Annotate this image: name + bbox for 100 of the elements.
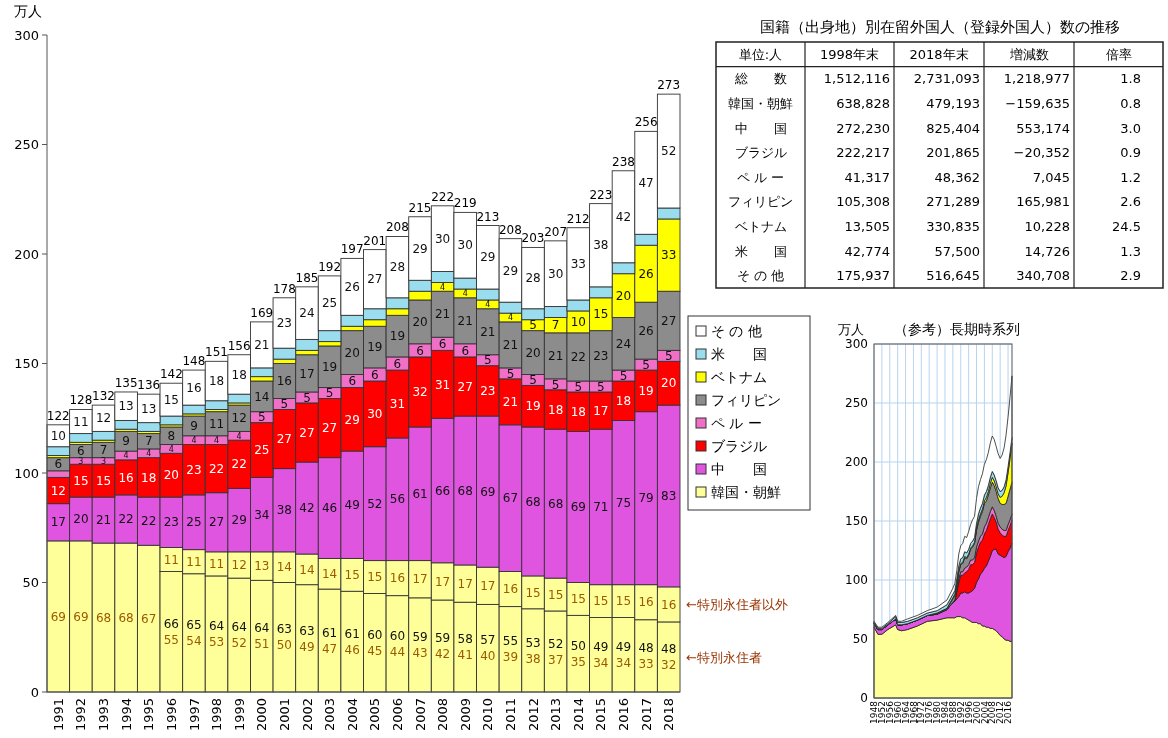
x-tick-label: 2006 xyxy=(389,698,405,732)
data-label: 41 xyxy=(457,648,473,663)
data-label: 7 xyxy=(144,434,153,449)
data-label: 29 xyxy=(231,513,247,528)
data-label: 6 xyxy=(370,367,379,382)
x-tick-label: 2002 xyxy=(299,698,315,732)
category-label: そ の 他 xyxy=(736,268,785,284)
data-label: 34 xyxy=(615,655,632,670)
x-tick-label: 2016 xyxy=(1003,700,1014,724)
data-label: 15 xyxy=(95,473,112,488)
x-tick-label: 1995 xyxy=(141,698,157,732)
data-label: 12 xyxy=(95,411,112,426)
data-label: 34 xyxy=(254,507,270,522)
data-label: 5 xyxy=(506,366,515,381)
x-tick-label: 2008 xyxy=(987,700,998,724)
text: 330,835 xyxy=(926,219,980,235)
data-label: 55 xyxy=(163,632,179,647)
data-label: 40 xyxy=(480,649,496,664)
category-label: 倍率 xyxy=(1105,46,1132,62)
category-label: 総 数 xyxy=(734,71,787,87)
total-label: 169 xyxy=(250,305,274,320)
data-label: 21 xyxy=(434,307,451,322)
data-label: 33 xyxy=(570,257,586,272)
text: −159,635 xyxy=(1005,96,1070,112)
text: 553,174 xyxy=(1016,120,1070,136)
data-label: 20 xyxy=(344,345,360,360)
data-label: 20 xyxy=(615,288,632,303)
data-label: 5 xyxy=(325,386,334,401)
data-label: 23 xyxy=(593,349,609,364)
total-label: 128 xyxy=(69,393,93,408)
text: 105,308 xyxy=(836,194,890,210)
text: 14,726 xyxy=(1024,243,1070,259)
x-tick-label: 2000 xyxy=(254,698,270,732)
data-label: 19 xyxy=(367,340,383,355)
data-label: 49 xyxy=(299,639,315,654)
data-label: 20 xyxy=(412,315,428,330)
data-label: 25 xyxy=(186,515,202,530)
data-label: 23 xyxy=(186,462,202,477)
annotation: 64 xyxy=(231,620,247,635)
category-label: ベトナム xyxy=(734,219,787,235)
annotation: 49 xyxy=(593,639,609,654)
data-label: 19 xyxy=(389,329,406,344)
data-label: 5 xyxy=(529,373,537,388)
data-label: 4 xyxy=(168,444,174,454)
legend-label: ブラジル xyxy=(711,437,767,454)
x-tick-label: 2018 xyxy=(661,698,677,732)
text: 1,218,977 xyxy=(1003,71,1070,87)
x-tick-label: 2004 xyxy=(979,700,990,724)
y-tick-label: 50 xyxy=(852,632,868,647)
text: 2.9 xyxy=(1120,268,1141,284)
data-label: 10 xyxy=(570,315,586,330)
data-label: 27 xyxy=(367,272,383,287)
data-label: 14 xyxy=(254,389,270,404)
data-label: 43 xyxy=(412,646,428,661)
data-label: 20 xyxy=(661,376,677,391)
data-label: 19 xyxy=(638,384,654,399)
text: 24.5 xyxy=(1112,219,1141,235)
text: 48,362 xyxy=(934,169,980,185)
x-tick-label: 2007 xyxy=(412,698,428,732)
data-label: 20 xyxy=(73,512,89,527)
data-label: 17 xyxy=(480,578,496,593)
data-label: 22 xyxy=(208,461,225,476)
annotation: 61 xyxy=(321,625,338,640)
text: 2.6 xyxy=(1120,194,1141,210)
data-label: 15 xyxy=(344,568,360,583)
text: ←特別永住者 xyxy=(686,649,762,665)
data-label: 26 xyxy=(638,266,654,281)
text: 10,228 xyxy=(1024,219,1070,235)
x-tick-label: 2000 xyxy=(971,700,982,724)
data-label: 17 xyxy=(299,366,315,381)
data-label: 68 xyxy=(118,610,134,625)
data-label: 5 xyxy=(257,410,266,425)
data-label: 33 xyxy=(638,657,654,672)
x-tick-label: 1999 xyxy=(231,698,247,732)
data-label: 15 xyxy=(367,570,383,585)
category-label: 韓国・朝鮮 xyxy=(728,96,793,112)
data-label: 22 xyxy=(570,350,586,365)
total-label: 142 xyxy=(159,367,183,382)
text: 272,230 xyxy=(836,120,890,136)
data-label: 31 xyxy=(389,397,406,412)
data-label: 20 xyxy=(163,468,179,483)
legend-label: 韓国・朝鮮 xyxy=(711,483,781,500)
y-tick-label: 250 xyxy=(14,137,39,153)
x-tick-label: 1984 xyxy=(940,700,951,724)
data-label: 68 xyxy=(95,610,112,625)
data-label: 21 xyxy=(502,338,519,353)
x-tick-label: 2009 xyxy=(457,698,473,732)
total-label: 238 xyxy=(612,154,635,169)
data-label: 4 xyxy=(214,435,220,445)
x-tick-label: 2008 xyxy=(435,698,451,732)
text: 201,865 xyxy=(926,145,980,161)
data-label: 7 xyxy=(551,318,560,333)
data-label: 45 xyxy=(367,643,383,658)
total-label: 208 xyxy=(498,222,522,237)
data-label: 17 xyxy=(434,574,451,589)
y-tick-label: 100 xyxy=(14,465,39,481)
data-label: 5 xyxy=(597,379,605,394)
total-label: 219 xyxy=(453,196,477,211)
data-label: 39 xyxy=(502,650,519,665)
x-tick-label: 2012 xyxy=(525,698,541,732)
